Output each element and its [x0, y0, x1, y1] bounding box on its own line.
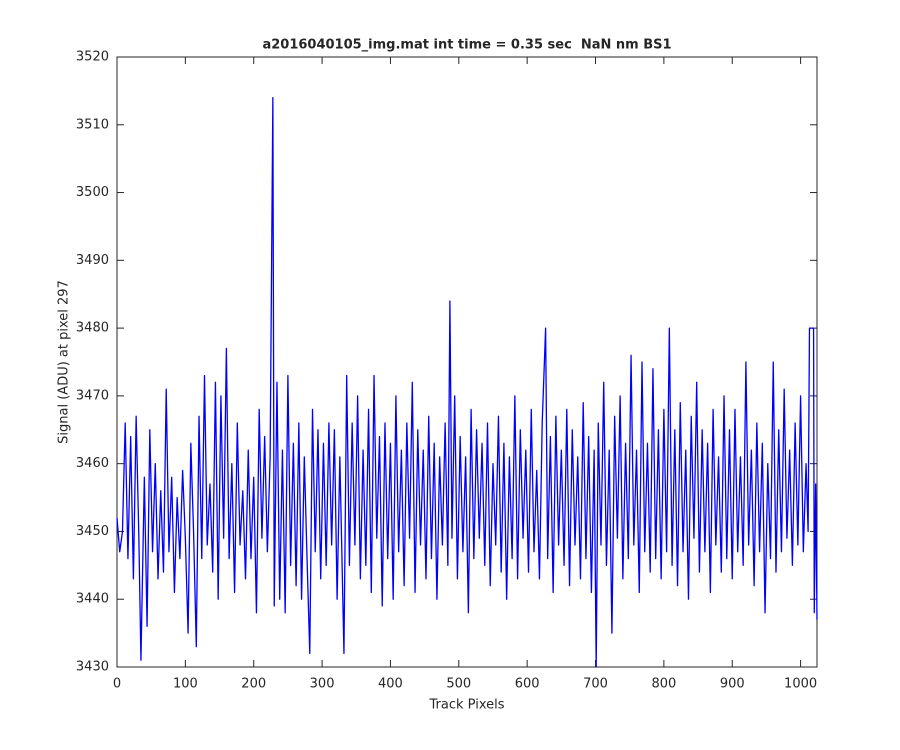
- y-tick-label: 3430: [76, 660, 109, 675]
- y-tick-label: 3460: [76, 456, 109, 471]
- plot-area: [116, 56, 818, 668]
- x-tick-label: 400: [378, 677, 403, 692]
- x-tick-label: 500: [446, 677, 471, 692]
- x-tick-label: 1000: [784, 677, 817, 692]
- x-tick-label: 700: [583, 677, 608, 692]
- data-line: [116, 97, 818, 668]
- x-axis-label: Track Pixels: [429, 698, 505, 713]
- x-tick-label: 0: [113, 677, 121, 692]
- x-tick-label: 300: [310, 677, 335, 692]
- y-tick-label: 3470: [76, 388, 109, 403]
- chart-title: a2016040105_img.mat int time = 0.35 sec …: [262, 38, 671, 53]
- y-tick-label: 3440: [76, 592, 109, 607]
- x-tick-label: 800: [651, 677, 676, 692]
- y-tick-label: 3520: [76, 50, 109, 65]
- x-tick-label: 900: [720, 677, 745, 692]
- x-tick-label: 200: [241, 677, 266, 692]
- y-tick-label: 3490: [76, 253, 109, 268]
- y-tick-label: 3500: [76, 185, 109, 200]
- y-tick-label: 3480: [76, 321, 109, 336]
- y-tick-label: 3510: [76, 117, 109, 132]
- y-tick-label: 3450: [76, 524, 109, 539]
- x-tick-label: 600: [515, 677, 540, 692]
- y-axis-label: Signal (ADU) at pixel 297: [57, 280, 72, 444]
- x-tick-label: 100: [173, 677, 198, 692]
